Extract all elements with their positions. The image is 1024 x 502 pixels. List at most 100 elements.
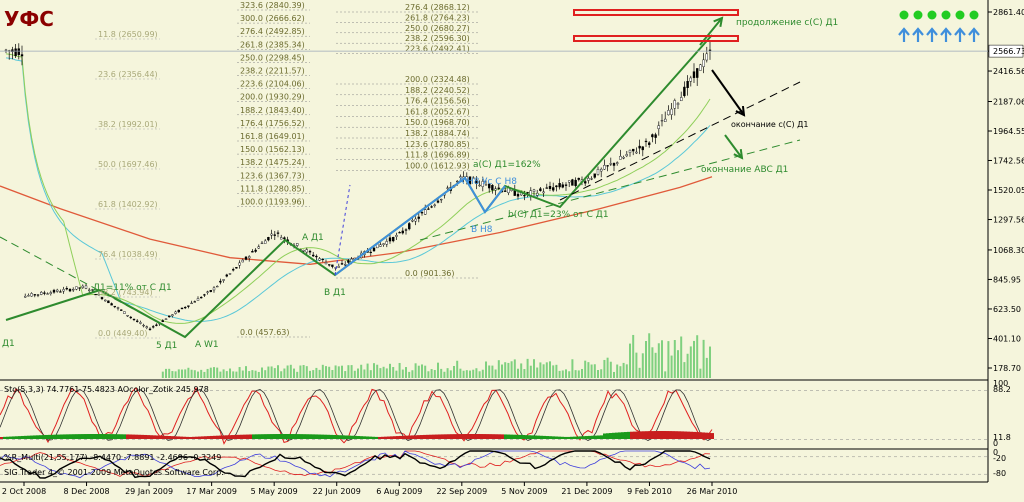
ao-bar xyxy=(291,434,294,439)
ao-bar xyxy=(6,436,9,439)
volume-bar xyxy=(245,366,247,378)
volume-bar xyxy=(219,371,222,378)
ao-bar xyxy=(501,434,504,439)
signal-dot xyxy=(955,10,965,20)
ao-bar xyxy=(618,432,621,439)
ao-bar xyxy=(639,431,642,439)
fibo-label: 123.6 (1367.73) xyxy=(240,171,305,180)
volume-bar xyxy=(229,368,231,378)
ao-bar xyxy=(135,434,138,439)
volume-bar xyxy=(248,371,251,378)
ao-bar xyxy=(267,434,270,439)
ao-bar xyxy=(96,434,99,439)
volume-bar xyxy=(232,371,235,378)
ao-bar xyxy=(663,431,666,439)
ao-bar xyxy=(126,434,129,439)
annotation-ratio-top: a(C) Д1=162% xyxy=(473,160,541,170)
volume-bar xyxy=(417,365,420,378)
chart-title: УФС xyxy=(4,7,54,31)
volume-bar xyxy=(289,364,292,378)
ao-bar xyxy=(9,436,12,439)
annotation-ratio-left: Д1=11% от C Д1 xyxy=(93,283,172,293)
volume-bar xyxy=(680,336,683,378)
volume-bar xyxy=(619,366,622,378)
volume-bar xyxy=(254,370,257,378)
volume-bar xyxy=(273,368,276,378)
volume-bar xyxy=(510,361,513,378)
volume-bar xyxy=(645,341,647,378)
volume-bar xyxy=(469,370,471,378)
ao-bar xyxy=(462,434,465,439)
ao-bar xyxy=(465,434,468,439)
ao-bar xyxy=(546,436,549,439)
annotation-a-h8: A H8 xyxy=(458,177,480,187)
fibo-label: 223.6 (2104.06) xyxy=(240,80,305,89)
ao-bar xyxy=(375,436,378,439)
ao-bar xyxy=(3,436,6,439)
ao-bar xyxy=(315,434,318,439)
fibo-label: 100.0 (1612.93) xyxy=(405,161,470,170)
volume-bar xyxy=(385,368,388,378)
ao-bar xyxy=(285,434,288,439)
ao-bar xyxy=(123,434,126,439)
ao-bar xyxy=(81,434,84,439)
volume-bar xyxy=(593,364,596,378)
ao-bar xyxy=(201,436,204,439)
ao-bar xyxy=(402,435,405,439)
y-tick-label: 1520.05 xyxy=(993,186,1024,195)
ao-bar xyxy=(138,434,141,439)
ao-bar xyxy=(471,434,474,439)
fibo-label: 23.6 (2356.44) xyxy=(98,70,158,79)
volume-bar xyxy=(475,368,478,378)
ao-bar xyxy=(159,435,162,439)
volume-bar xyxy=(488,365,491,378)
fibo-label: 300.0 (2666.62) xyxy=(240,14,305,23)
volume-bar xyxy=(200,369,203,378)
target-box xyxy=(573,35,739,42)
fibo-label: 161.8 (1649.01) xyxy=(240,132,305,141)
ao-bar xyxy=(480,434,483,439)
ao-bar xyxy=(15,436,18,439)
osc1-tick: 100 xyxy=(993,379,1008,388)
ao-bar xyxy=(348,435,351,439)
ao-bar xyxy=(192,436,195,439)
volume-bar xyxy=(353,370,356,378)
volume-bar xyxy=(408,371,411,378)
volume-bar xyxy=(296,371,299,378)
fibo-label: 261.8 (2385.34) xyxy=(240,40,305,49)
signal-arrow xyxy=(912,27,924,42)
ao-bar xyxy=(657,431,660,439)
ao-bar xyxy=(162,435,165,439)
ao-bar xyxy=(540,435,543,439)
ao-bar xyxy=(390,436,393,439)
volume-bar xyxy=(497,360,500,378)
x-tick-label: 26 Mar 2010 xyxy=(687,487,738,496)
ao-bar xyxy=(261,434,264,439)
fibo-label: 238.2 (2596.30) xyxy=(405,34,470,43)
ao-bar xyxy=(711,433,714,439)
ao-bar xyxy=(249,434,252,439)
volume-bar xyxy=(683,362,686,378)
x-tick-label: 21 Dec 2009 xyxy=(561,487,612,496)
volume-bar xyxy=(539,362,542,378)
ao-bar xyxy=(510,434,513,439)
volume-bar xyxy=(702,339,705,378)
ao-bar xyxy=(534,435,537,439)
ao-bar xyxy=(141,434,144,439)
volume-bar xyxy=(555,364,558,378)
volume-bar xyxy=(347,365,350,378)
ao-bar xyxy=(672,431,675,439)
osc1-tick: 0 xyxy=(993,439,998,448)
y-tick-label: 2566.73 xyxy=(993,47,1024,56)
volume-bar xyxy=(379,368,382,378)
fibo-label: 138.2 (1884.74) xyxy=(405,129,470,138)
volume-bar xyxy=(363,369,366,378)
ao-bar xyxy=(30,435,33,439)
ao-bar xyxy=(645,431,648,439)
ma-green-line xyxy=(5,53,711,324)
volume-bar xyxy=(193,370,196,378)
ao-bar xyxy=(264,434,267,439)
ao-bar xyxy=(150,435,153,439)
ao-bar xyxy=(78,434,81,439)
